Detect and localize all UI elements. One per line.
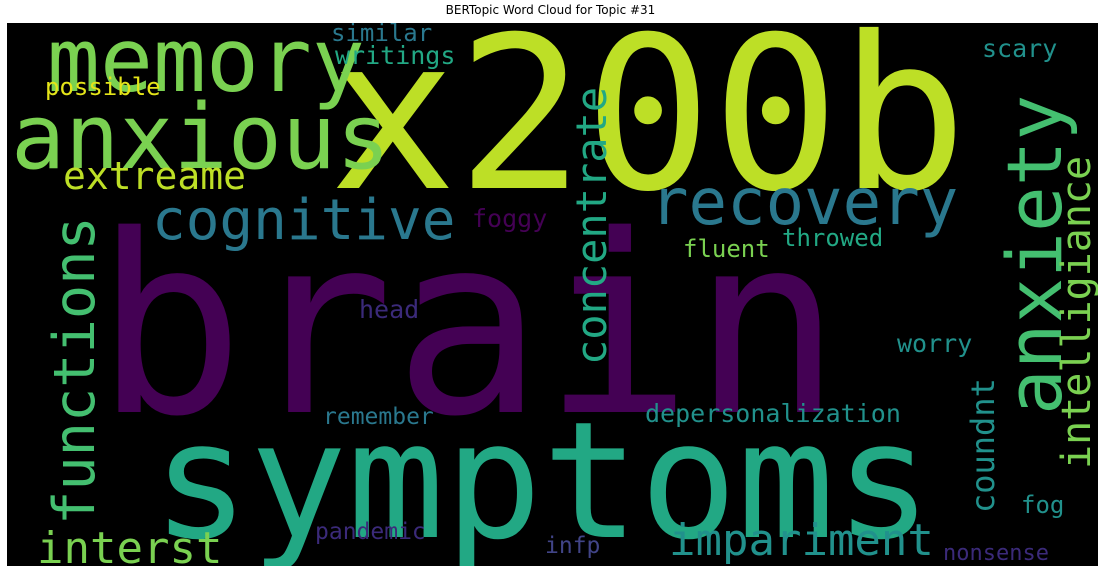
- word-symptoms: symptoms: [152, 388, 933, 566]
- word-writings: writings: [335, 41, 456, 70]
- word-cloud-canvas: brain x200b symptoms memory anxious anxi…: [7, 23, 1098, 566]
- word-nonsense: nonsense: [943, 541, 1049, 566]
- word-infp: infp: [545, 533, 601, 559]
- word-head: head: [359, 295, 420, 324]
- word-remember: remember: [323, 404, 434, 430]
- word-anxious: anxious: [11, 85, 391, 190]
- word-coundnt: coundnt: [964, 378, 1002, 513]
- word-possible: possible: [45, 73, 161, 101]
- word-recovery: recovery: [650, 166, 959, 240]
- word-similar: similar: [331, 23, 433, 47]
- word-interst: interst: [37, 523, 223, 567]
- word-fluent: fluent: [683, 235, 770, 263]
- word-depersonalization: depersonalization: [645, 399, 901, 428]
- word-throwed: throwed: [782, 224, 884, 252]
- word-x200b: x200b: [329, 23, 968, 238]
- word-worry: worry: [897, 329, 973, 358]
- word-cognitive: cognitive: [152, 188, 456, 253]
- word-impariment: impariment: [669, 515, 934, 566]
- word-foggy: foggy: [472, 204, 548, 233]
- word-extreame: extreame: [63, 154, 247, 198]
- word-fog: fog: [1021, 491, 1065, 519]
- word-concentrate: concentrate: [567, 86, 616, 365]
- word-scary: scary: [982, 34, 1058, 63]
- word-intelligiance: intelligiance: [1054, 155, 1098, 469]
- word-brain: brain: [95, 183, 842, 471]
- figure-title: BERTopic Word Cloud for Topic #31: [445, 3, 656, 17]
- word-memory: memory: [47, 23, 365, 112]
- word-pandemic: pandemic: [315, 519, 426, 545]
- word-functions: functions: [42, 216, 108, 525]
